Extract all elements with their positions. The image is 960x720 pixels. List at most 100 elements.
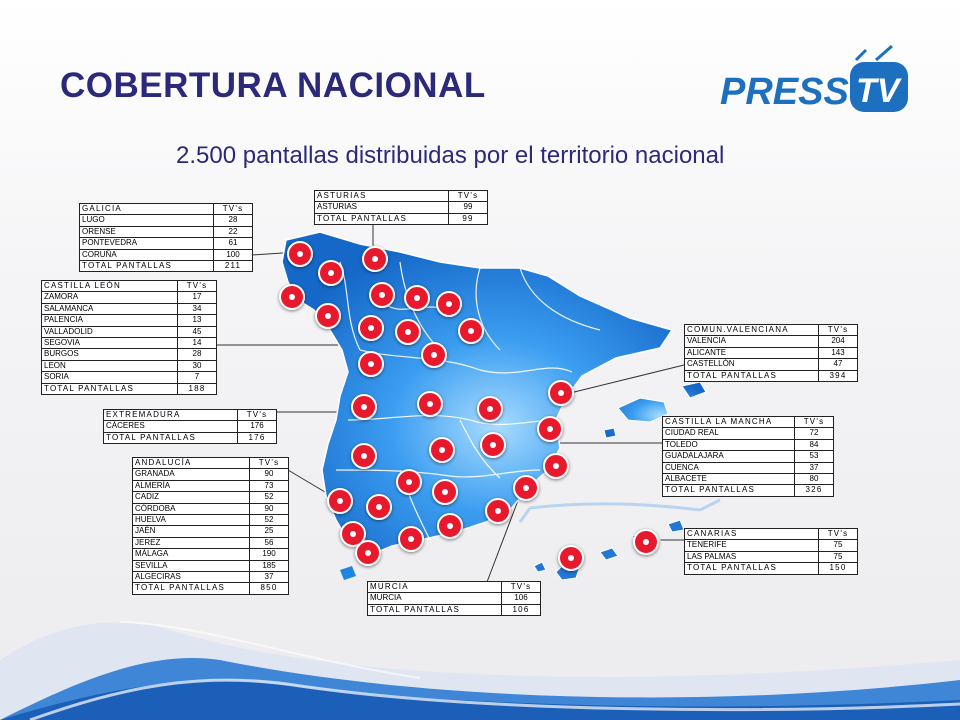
- table-cell: ALMERÍA: [133, 480, 250, 492]
- map-pin[interactable]: [537, 416, 563, 442]
- map-pin[interactable]: [437, 513, 463, 539]
- table-header: TV's: [510, 582, 532, 591]
- table-cell: 22: [228, 226, 238, 236]
- logo-press-text: PRESS: [720, 71, 849, 113]
- table-cell: ZAMORA: [42, 292, 178, 303]
- map-pin[interactable]: [351, 394, 377, 420]
- table-total-label: TOTAL PANTALLAS: [80, 260, 214, 272]
- table-cell: 90: [264, 503, 274, 513]
- map-pin[interactable]: [404, 285, 430, 311]
- table-total-label: TOTAL PANTALLAS: [663, 485, 795, 496]
- table-total-label: TOTAL PANTALLAS: [42, 383, 178, 394]
- map-pin[interactable]: [315, 303, 341, 329]
- table-total-label: TOTAL PANTALLAS: [685, 563, 819, 574]
- map-pin[interactable]: [287, 241, 313, 267]
- table-cell: SEVILLA: [133, 560, 250, 571]
- table-cell: 13: [192, 315, 202, 325]
- table-cell: 185: [262, 560, 276, 570]
- map-pin[interactable]: [480, 432, 506, 458]
- table-cell: 30: [192, 360, 202, 370]
- map-pin[interactable]: [543, 453, 569, 479]
- map-pin[interactable]: [362, 246, 388, 272]
- map-pin[interactable]: [485, 498, 511, 524]
- table-header: TV's: [827, 325, 849, 334]
- map-pin[interactable]: [366, 494, 392, 520]
- table-cell: BURGOS: [42, 349, 178, 360]
- table-cell: 53: [809, 451, 819, 461]
- table-cell: 99: [463, 202, 473, 212]
- map-pin[interactable]: [398, 526, 424, 552]
- table-cell: 90: [264, 469, 274, 479]
- table-cell: 37: [809, 462, 819, 472]
- table-cell: 106: [514, 593, 528, 603]
- table-total-label: TOTAL PANTALLAS: [368, 604, 502, 616]
- table-cell: 34: [192, 303, 202, 313]
- table-cell: ASTURIAS: [315, 202, 449, 213]
- table-total-label: TOTAL PANTALLAS: [133, 583, 250, 594]
- table-cell: CIUDAD REAL: [663, 428, 795, 439]
- table-header: MURCIA: [368, 582, 502, 593]
- table-header: CASTILLA LA MANCHA: [663, 417, 795, 428]
- table-total-value: 394: [829, 370, 847, 380]
- map-pin[interactable]: [458, 318, 484, 344]
- table-cell: CASTELLÓN: [685, 359, 819, 370]
- table-cell: PALENCIA: [42, 315, 178, 326]
- map-pin[interactable]: [351, 443, 377, 469]
- map-pin[interactable]: [633, 529, 659, 555]
- map-pin[interactable]: [436, 291, 462, 317]
- table-cell: SALAMANCA: [42, 303, 178, 315]
- table-cell: 45: [192, 326, 202, 336]
- canary-islands: [533, 519, 685, 581]
- map-pin[interactable]: [396, 469, 422, 495]
- map-pin[interactable]: [421, 342, 447, 368]
- map-pin[interactable]: [513, 475, 539, 501]
- logo-tv-text: TV: [856, 72, 903, 110]
- map-pin[interactable]: [558, 545, 584, 571]
- table-cell: LEON: [42, 360, 178, 372]
- table-cell: PONTEVEDRA: [80, 238, 214, 249]
- table-cell: 75: [833, 551, 843, 561]
- table-cell: 84: [809, 439, 819, 449]
- table-murcia: MURCIA TV's MURCIA 106 TOTAL PANTALLAS 106: [367, 581, 541, 617]
- map-pin[interactable]: [318, 260, 344, 286]
- map-pin[interactable]: [355, 540, 381, 566]
- presstv-logo: PRESS TV: [720, 44, 908, 113]
- table-cell: 28: [192, 349, 202, 359]
- table-comun-valenciana: COMUN.VALENCIANA TV's VALENCIA 204 ALICANT…: [684, 324, 858, 382]
- map-pin[interactable]: [358, 351, 384, 377]
- table-total-value: 106: [512, 604, 530, 614]
- table-header: TV's: [246, 410, 268, 419]
- table-header: CASTILLA LEÓN: [42, 281, 178, 292]
- map-pin[interactable]: [358, 315, 384, 341]
- table-cell: GRANADA: [133, 469, 250, 480]
- table-cell: VALENCIA: [685, 336, 819, 347]
- table-header: TV's: [258, 458, 280, 467]
- table-cell: 56: [264, 537, 274, 547]
- table-cell: GUADALAJARA: [663, 451, 795, 462]
- map-pin[interactable]: [477, 396, 503, 422]
- table-cell: 204: [831, 336, 845, 346]
- table-header: COMUN.VALENCIANA: [685, 325, 819, 336]
- table-cell: 143: [831, 347, 845, 357]
- table-cell: SORIA: [42, 372, 178, 383]
- canary-divider: [529, 502, 701, 512]
- map-pin[interactable]: [369, 282, 395, 308]
- map-pin[interactable]: [417, 391, 443, 417]
- table-header: CANARIAS: [685, 529, 819, 540]
- table-total-value: 188: [188, 383, 206, 393]
- map-pin[interactable]: [432, 479, 458, 505]
- map-pin[interactable]: [327, 488, 353, 514]
- map-pin[interactable]: [429, 437, 455, 463]
- table-cell: TENERIFE: [685, 540, 819, 551]
- table-cell: HUELVA: [133, 514, 250, 526]
- table-cell: 52: [264, 514, 274, 524]
- table-cell: ALGECIRAS: [133, 571, 250, 583]
- table-asturias: ASTURIAS TV's ASTURIAS 99 TOTAL PANTALLAS 9…: [314, 190, 488, 226]
- table-cell: 75: [833, 540, 843, 550]
- table-total-value: 211: [224, 260, 242, 270]
- map-pin[interactable]: [395, 319, 421, 345]
- map-pin[interactable]: [279, 284, 305, 310]
- table-cell: JEREZ: [133, 537, 250, 549]
- region-borders: [335, 261, 601, 541]
- map-pin[interactable]: [548, 380, 574, 406]
